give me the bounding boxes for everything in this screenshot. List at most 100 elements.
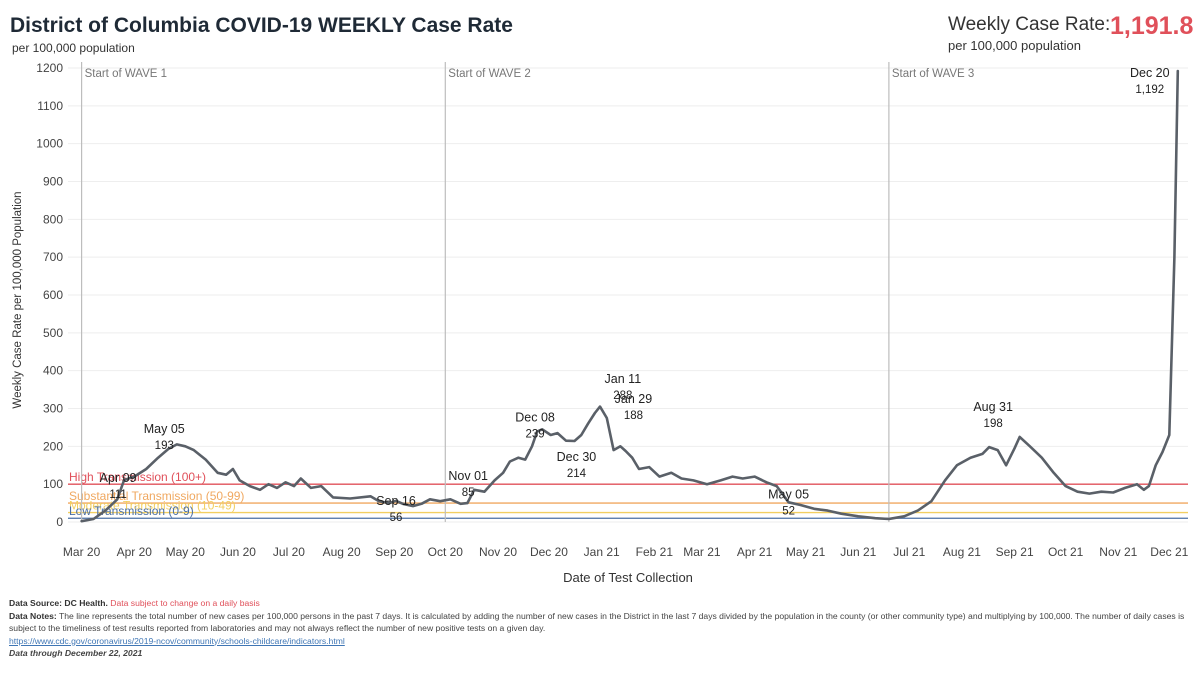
x-tick-label: Nov 20 bbox=[479, 545, 517, 559]
annotation-value: 288 bbox=[613, 390, 632, 402]
data-point bbox=[1177, 70, 1179, 72]
data-point bbox=[969, 457, 972, 459]
data-point bbox=[631, 457, 633, 459]
data-point bbox=[1014, 447, 1016, 449]
annotation-date: Nov 01 bbox=[448, 469, 488, 483]
x-tick-label: Mar 20 bbox=[63, 545, 101, 559]
data-point bbox=[184, 445, 186, 447]
data-point bbox=[624, 450, 627, 452]
threshold-label: High Transmission (100+) bbox=[69, 470, 206, 484]
data-point bbox=[565, 440, 567, 442]
data-point bbox=[310, 487, 312, 489]
footer-notes-label: Data Notes: bbox=[9, 610, 57, 621]
footer-source-label: Data Source: DC Health. bbox=[9, 598, 108, 608]
data-point bbox=[349, 497, 351, 500]
annotation-date: Aug 31 bbox=[973, 400, 1013, 414]
data-point bbox=[81, 520, 83, 522]
x-tick-label: Dec 21 bbox=[1150, 545, 1188, 559]
footer-data-through: Data through December 22, 2021 bbox=[9, 648, 143, 658]
data-point bbox=[857, 515, 859, 517]
data-point bbox=[720, 479, 722, 481]
data-point bbox=[680, 477, 683, 480]
x-tick-label: Mar 21 bbox=[683, 545, 721, 559]
data-point bbox=[232, 468, 234, 470]
annotation-value: 111 bbox=[109, 489, 126, 501]
data-point bbox=[1173, 256, 1175, 258]
data-point bbox=[670, 472, 672, 474]
data-point bbox=[619, 445, 622, 447]
threshold-label: Moderate Transmission (10-49) bbox=[69, 499, 236, 513]
data-point bbox=[217, 472, 219, 474]
data-point bbox=[1041, 457, 1043, 459]
data-point bbox=[412, 505, 414, 507]
data-point bbox=[648, 466, 650, 468]
threshold-label: Substantial Transmission (50-99) bbox=[69, 489, 244, 503]
data-point bbox=[1143, 489, 1145, 491]
y-tick-label: 1200 bbox=[36, 61, 63, 75]
data-point bbox=[550, 434, 552, 436]
data-point bbox=[483, 491, 485, 493]
data-point bbox=[494, 479, 496, 481]
y-tick-label: 100 bbox=[43, 477, 63, 491]
annotation-date: Jan 29 bbox=[615, 392, 653, 406]
annotation-value: 198 bbox=[984, 418, 1003, 430]
y-tick-label: 300 bbox=[43, 402, 63, 416]
data-point bbox=[1124, 487, 1126, 489]
kpi-value: 1,191.8 bbox=[1110, 12, 1194, 40]
data-point bbox=[388, 502, 390, 504]
data-point bbox=[116, 498, 118, 500]
data-point bbox=[259, 489, 261, 491]
data-point bbox=[840, 513, 842, 515]
annotation-value: 1,192 bbox=[1135, 84, 1164, 96]
data-point bbox=[799, 504, 802, 506]
data-point bbox=[731, 476, 734, 478]
data-point bbox=[1053, 472, 1055, 474]
data-point bbox=[395, 500, 397, 502]
footer-link[interactable]: https://www.cdc.gov/coronavirus/2019-nco… bbox=[9, 635, 345, 646]
footer-source-line: Data Source: DC Health. Data subject to … bbox=[9, 597, 1194, 610]
data-point bbox=[997, 449, 999, 451]
threshold-layer: High Transmission (100+) Substantial Tran… bbox=[68, 470, 1188, 519]
data-point bbox=[378, 500, 380, 502]
data-point bbox=[300, 477, 302, 480]
data-point bbox=[449, 498, 451, 500]
annotation-value: 52 bbox=[782, 505, 795, 517]
x-tick-label: Aug 20 bbox=[323, 545, 361, 559]
data-point bbox=[827, 510, 829, 512]
data-point bbox=[594, 412, 596, 414]
annotation-date: May 05 bbox=[144, 422, 185, 436]
data-point bbox=[284, 481, 287, 483]
data-point bbox=[706, 483, 708, 485]
data-point bbox=[439, 500, 441, 502]
wave-start-label: Start of WAVE 2 bbox=[448, 68, 530, 80]
data-point bbox=[466, 502, 468, 504]
data-point bbox=[517, 457, 520, 459]
y-tick-label: 900 bbox=[43, 175, 63, 189]
data-point bbox=[531, 445, 533, 447]
data-point bbox=[903, 515, 905, 517]
data-point bbox=[176, 443, 178, 445]
y-tick-label: 700 bbox=[43, 250, 63, 264]
kpi-label: Weekly Case Rate: bbox=[948, 14, 1111, 35]
data-point bbox=[239, 479, 241, 481]
data-point bbox=[742, 477, 744, 480]
x-tick-label: Jun 21 bbox=[840, 545, 876, 559]
data-point bbox=[104, 510, 106, 512]
data-point bbox=[599, 406, 601, 408]
data-point bbox=[249, 485, 251, 487]
annotation-date: May 05 bbox=[768, 487, 809, 501]
data-point bbox=[930, 500, 933, 502]
wave-start-label: Start of WAVE 3 bbox=[892, 68, 974, 80]
data-point bbox=[167, 448, 169, 450]
annotation-value: 239 bbox=[525, 429, 544, 441]
data-point bbox=[587, 423, 589, 425]
annotation-value: 85 bbox=[462, 487, 475, 499]
annotation-date: Jan 11 bbox=[605, 372, 642, 386]
data-point bbox=[1161, 451, 1164, 453]
data-point bbox=[524, 459, 526, 461]
x-tick-label: Oct 20 bbox=[428, 545, 464, 559]
annotation-date: Dec 30 bbox=[557, 450, 597, 464]
data-point bbox=[293, 485, 295, 487]
annotation-value: 214 bbox=[567, 468, 587, 480]
data-point bbox=[956, 464, 958, 466]
